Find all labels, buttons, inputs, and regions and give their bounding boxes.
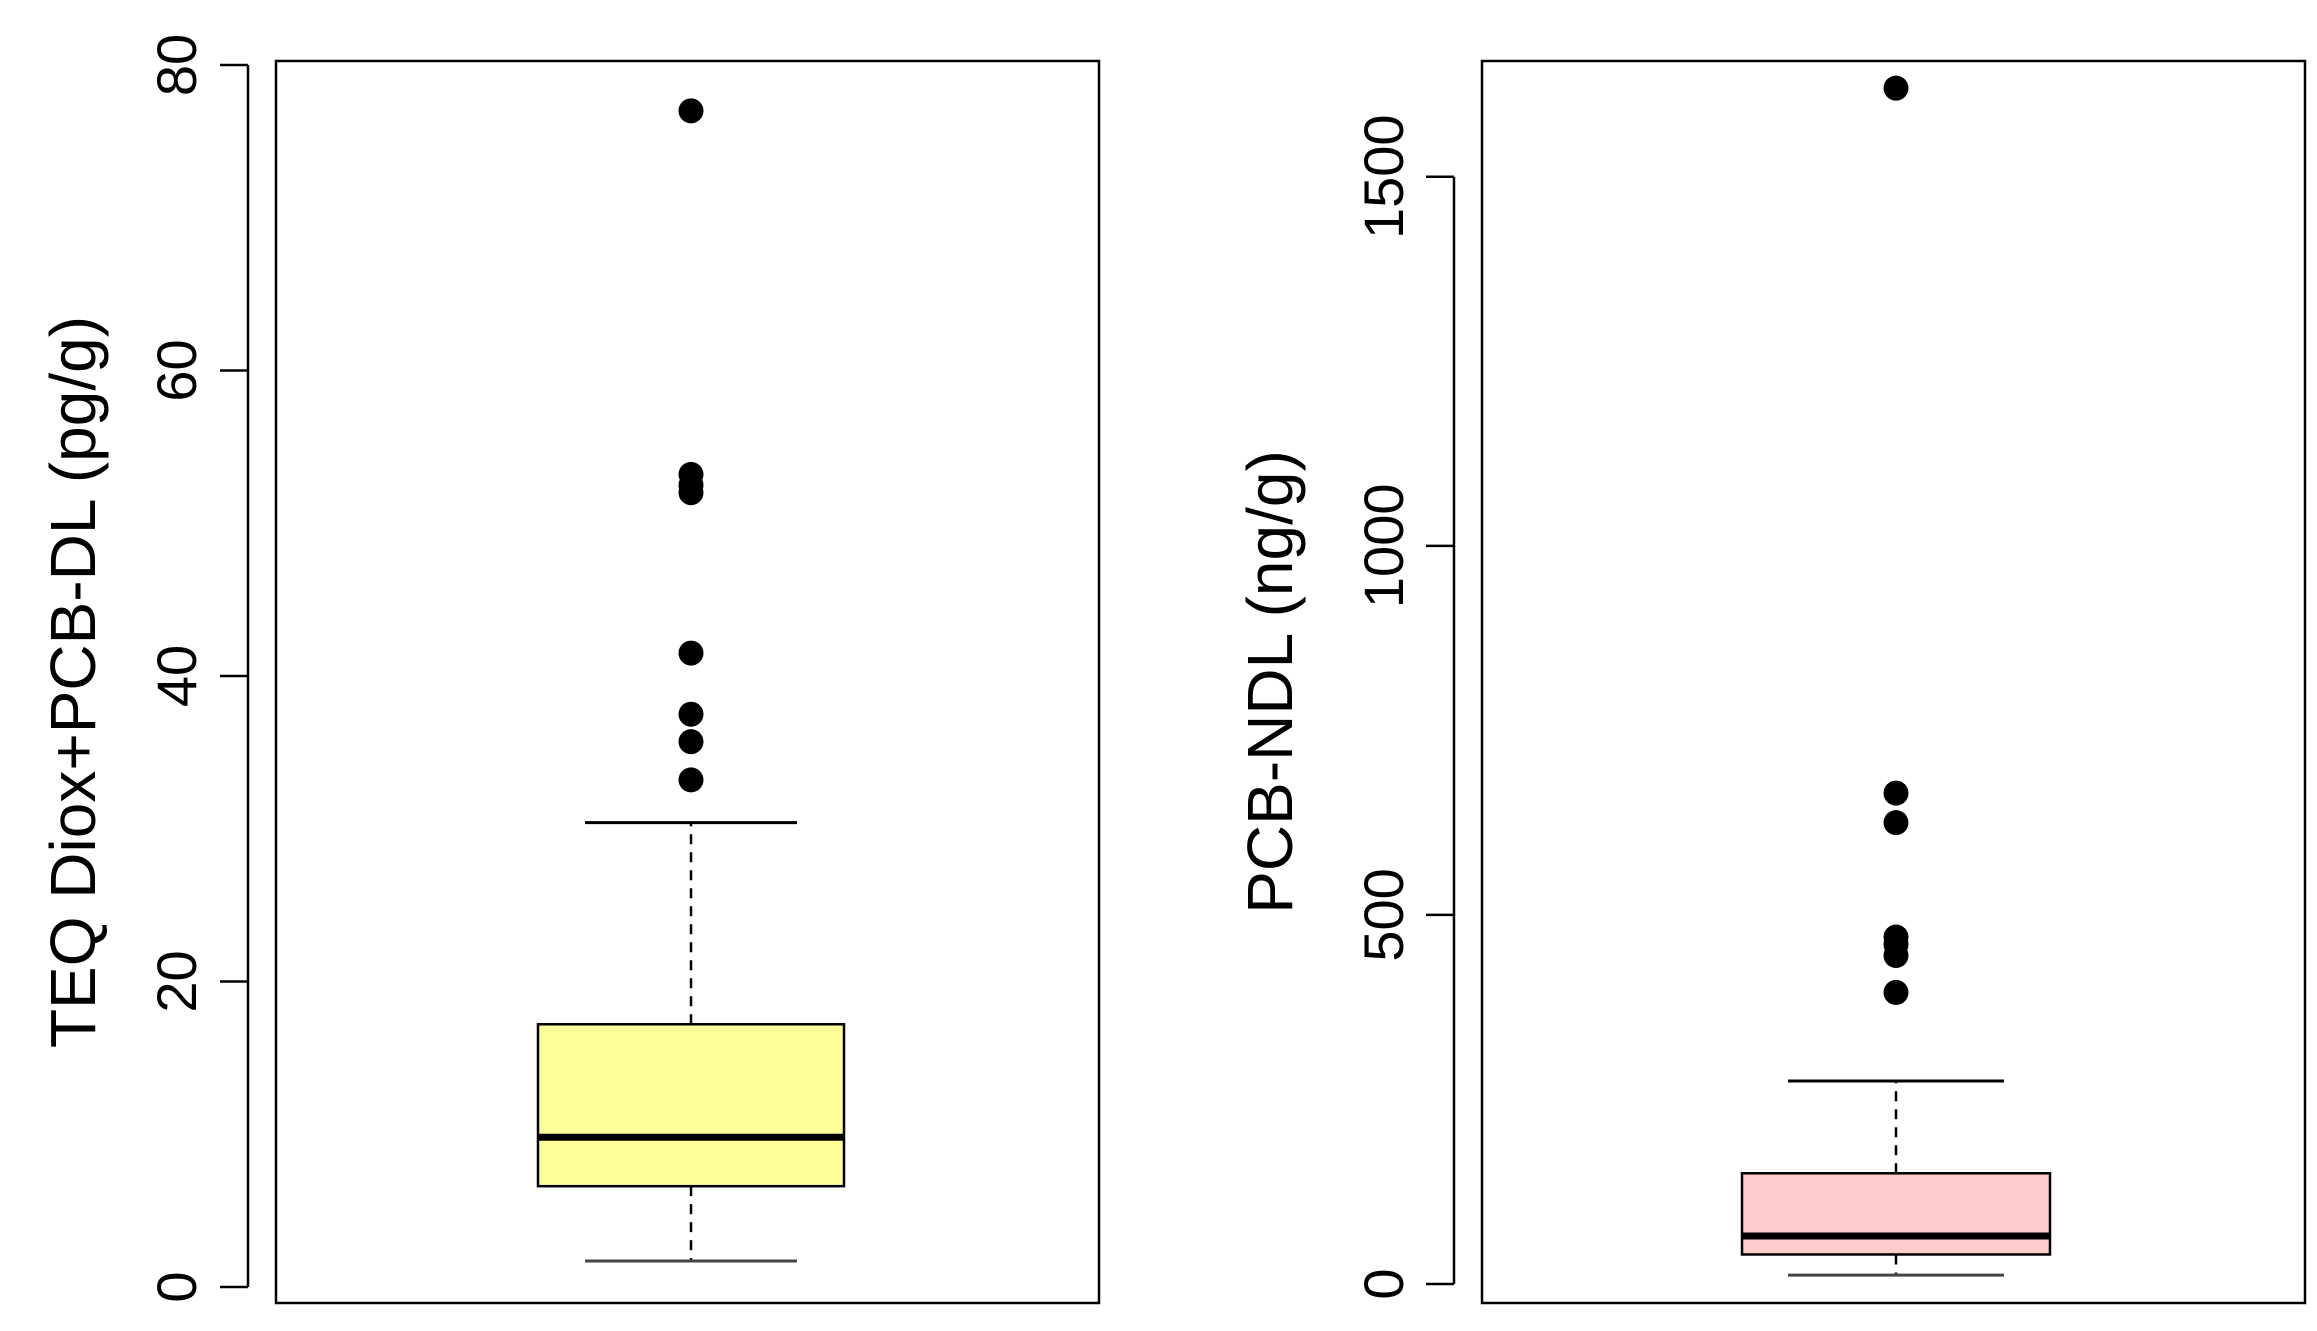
plot-frame: [274, 59, 1101, 1305]
y-tick-label: 0: [145, 1271, 208, 1302]
outlier-point: [1883, 924, 1909, 950]
outlier-point: [1883, 780, 1909, 806]
y-tick-label: 40: [145, 645, 208, 707]
outlier-point: [1883, 810, 1909, 836]
iqr-box: [1740, 1172, 2052, 1256]
y-tick-label: 1500: [1352, 114, 1415, 239]
boxplot-panel-pcb-ndl: 0 500 1000 1500 PCB-NDL (ng/g): [1234, 59, 2307, 1305]
y-axis: 0 20 40 60 80: [145, 34, 250, 1303]
box-marks: [536, 98, 846, 1263]
plot-frame: [1480, 59, 2307, 1305]
y-tick-label: 500: [1352, 868, 1415, 961]
y-tick-label: 0: [1352, 1268, 1415, 1299]
boxplot-panel-teq: 0 20 40 60 80 TEQ Diox+PCB-DL (pg/g): [37, 34, 1101, 1305]
iqr-box: [536, 1023, 846, 1188]
outlier-point: [678, 461, 704, 487]
y-tick-label: 1000: [1352, 484, 1415, 609]
y-tick-label: 80: [145, 34, 208, 96]
y-axis-label: TEQ Diox+PCB-DL (pg/g): [37, 316, 109, 1048]
box-marks: [1740, 75, 2052, 1277]
y-tick-label: 20: [145, 950, 208, 1012]
y-tick-label: 60: [145, 339, 208, 401]
outlier-point: [678, 767, 704, 793]
outlier-point: [1883, 979, 1909, 1005]
outlier-point: [1883, 75, 1909, 101]
outlier-point: [678, 701, 704, 727]
y-axis-label: PCB-NDL (ng/g): [1234, 450, 1306, 914]
outlier-point: [678, 98, 704, 124]
y-axis: 0 500 1000 1500: [1352, 114, 1456, 1300]
outlier-point: [678, 640, 704, 666]
outlier-point: [678, 729, 704, 755]
